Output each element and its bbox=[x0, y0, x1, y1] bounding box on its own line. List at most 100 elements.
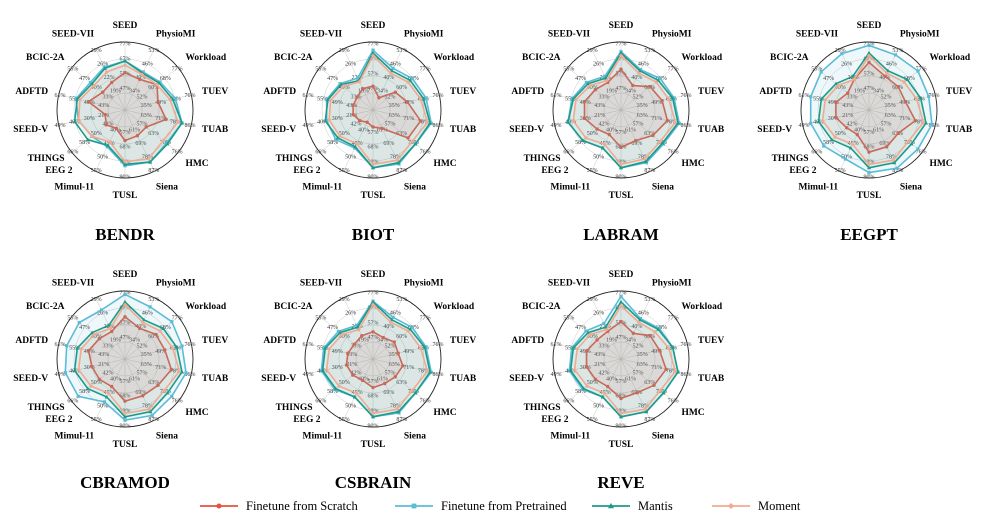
axis-label-line: BCIC-2A bbox=[26, 302, 65, 312]
data-point-mantis bbox=[829, 137, 834, 142]
axis-label: TUSL bbox=[609, 440, 634, 450]
data-point-pretrained bbox=[170, 394, 174, 398]
tick-label: 57% bbox=[385, 122, 396, 128]
data-point-mantis bbox=[586, 81, 591, 86]
data-point-scratch bbox=[885, 145, 889, 149]
data-point-scratch bbox=[351, 103, 355, 108]
data-point-pretrained bbox=[895, 166, 899, 170]
tick-label: 78% bbox=[638, 155, 649, 161]
tick-label: 40% bbox=[587, 334, 598, 340]
tick-label: 26% bbox=[345, 310, 356, 316]
data-point-moment bbox=[588, 83, 593, 88]
axis-label: SEED-V bbox=[261, 125, 296, 135]
data-point-mantis bbox=[72, 368, 77, 372]
tick-label: 60% bbox=[396, 334, 407, 340]
tick-label: 63% bbox=[141, 113, 152, 119]
grid-spoke bbox=[71, 67, 126, 111]
axis-label: SEED bbox=[609, 21, 634, 31]
tick-label: 50% bbox=[91, 380, 102, 386]
axis-label: Workload bbox=[929, 53, 970, 63]
axis-label-line: PhysioMI bbox=[156, 278, 196, 288]
tick-label: 40% bbox=[383, 324, 394, 330]
tick-label: 87% bbox=[644, 168, 655, 174]
grid-spoke bbox=[868, 67, 923, 111]
data-point-pretrained bbox=[570, 97, 574, 101]
tick-label: 86% bbox=[680, 123, 691, 129]
data-point-scratch bbox=[123, 70, 127, 75]
axis-label-line: SEED-V bbox=[261, 374, 296, 384]
data-point-scratch bbox=[351, 373, 355, 377]
axis-label: THINGS EEG 2 bbox=[276, 154, 321, 176]
data-point-pretrained bbox=[141, 70, 145, 74]
tick-label: 19% bbox=[110, 88, 121, 94]
axis-label-line: PhysioMI bbox=[156, 29, 196, 39]
data-point-moment bbox=[602, 391, 607, 396]
grid-spoke bbox=[868, 94, 936, 111]
data-point-mantis bbox=[72, 119, 77, 123]
data-point-moment bbox=[619, 53, 623, 58]
data-point-scratch bbox=[123, 138, 127, 143]
tick-label: 53% bbox=[148, 297, 159, 303]
tick-label: 40% bbox=[339, 85, 350, 91]
tick-label: 77% bbox=[916, 66, 927, 72]
data-point-scratch bbox=[144, 125, 148, 129]
tick-label: 33% bbox=[598, 94, 609, 100]
tick-label: 49% bbox=[799, 123, 810, 129]
tick-label: 70% bbox=[160, 389, 171, 395]
tick-label: 86% bbox=[432, 123, 443, 129]
tick-label: 50% bbox=[97, 155, 108, 161]
axis-label-line: TUSL bbox=[609, 191, 634, 201]
data-point-mantis bbox=[323, 346, 328, 350]
tick-label: 58% bbox=[79, 389, 90, 395]
tick-label: 55% bbox=[91, 168, 102, 174]
data-point-mantis bbox=[352, 394, 357, 399]
grid-spoke bbox=[95, 358, 126, 421]
grid-spoke bbox=[620, 48, 651, 111]
tick-label: 57% bbox=[864, 71, 875, 77]
axis-label-line: HMC bbox=[185, 408, 208, 418]
tick-label: 70% bbox=[656, 389, 667, 395]
tick-label: 21% bbox=[98, 362, 109, 368]
data-point-scratch bbox=[141, 394, 145, 398]
axis-label: Workload bbox=[681, 302, 722, 312]
tick-label: 63% bbox=[389, 362, 400, 368]
axis-label-line: Siena bbox=[900, 183, 922, 193]
data-point-scratch bbox=[360, 334, 364, 338]
data-point-pretrained bbox=[338, 82, 342, 86]
tick-label: 77% bbox=[368, 41, 379, 47]
data-point-scratch bbox=[164, 117, 168, 122]
tick-label: 63% bbox=[396, 131, 407, 137]
axis-label-line: HMC bbox=[929, 159, 952, 169]
tick-label: 69% bbox=[879, 141, 890, 147]
tick-label: 21% bbox=[594, 362, 605, 368]
axis-label: BCIC-2A bbox=[274, 53, 313, 63]
tick-label: 63% bbox=[644, 380, 655, 386]
tick-label: 61% bbox=[551, 342, 562, 348]
data-point-pretrained bbox=[76, 394, 80, 398]
data-point-scratch bbox=[883, 74, 887, 79]
tick-label: 29% bbox=[339, 297, 350, 303]
tick-label: 76% bbox=[172, 399, 183, 405]
tick-label: 61% bbox=[303, 93, 314, 99]
tick-label: 71% bbox=[651, 365, 662, 371]
tick-label: 58% bbox=[575, 389, 586, 395]
tick-label: 70% bbox=[408, 140, 419, 146]
legend-item-pretrained: Finetune from Pretrained bbox=[395, 499, 567, 513]
axis-label: BCIC-2A bbox=[770, 53, 809, 63]
data-point-mantis bbox=[85, 386, 90, 391]
data-point-moment bbox=[338, 134, 343, 139]
panel-title: BENDR bbox=[95, 225, 155, 244]
data-point-moment bbox=[602, 142, 607, 147]
tick-label: 40% bbox=[631, 324, 642, 330]
grid-spoke bbox=[319, 316, 374, 360]
data-point-moment bbox=[836, 83, 841, 88]
tick-label: 76% bbox=[928, 93, 939, 99]
axis-label-line: BCIC-2A bbox=[26, 53, 65, 63]
data-point-moment bbox=[406, 328, 411, 334]
tick-label: 34% bbox=[873, 88, 884, 94]
tick-label: 21% bbox=[98, 113, 109, 119]
data-point-pretrained bbox=[150, 413, 154, 417]
data-point-mantis bbox=[850, 74, 855, 78]
axis-label: PhysioMI bbox=[652, 29, 692, 39]
axis-label-line: TUSL bbox=[361, 440, 386, 450]
